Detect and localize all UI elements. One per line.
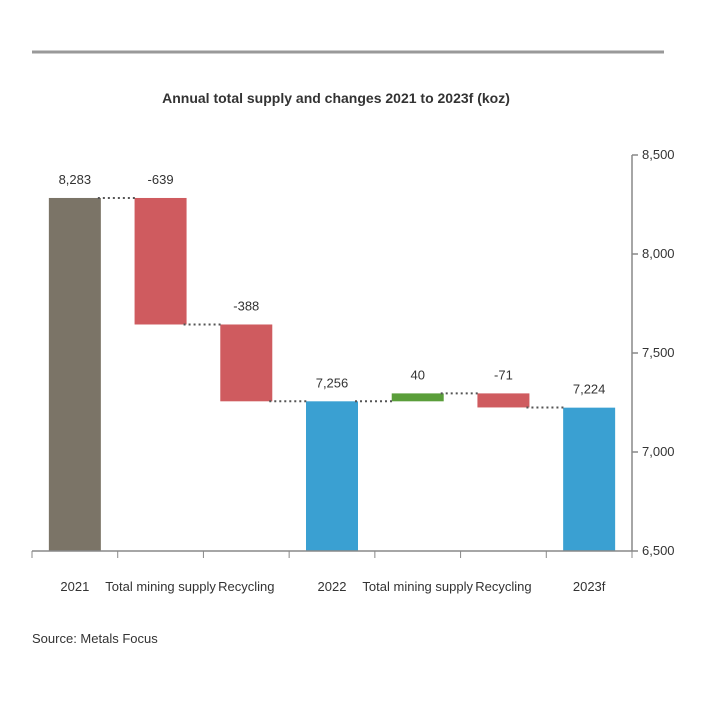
data-label-4: 7,256 [316, 375, 349, 390]
bar-5 [391, 393, 444, 402]
bar-1 [48, 197, 101, 551]
data-label-2: -639 [148, 172, 174, 187]
x-tick-label-6: Recycling [475, 579, 531, 594]
bar-7 [563, 407, 616, 551]
x-tick-label-2: Total mining supply [105, 579, 216, 594]
plot-area: 8,283 -639 -388 7,256 40 -71 7,224 2021 Total mi… [31, 147, 675, 594]
y-tick-label-5: 8,500 [642, 147, 675, 162]
data-label-3: -388 [233, 298, 259, 313]
x-tick-label-7: 2023f [573, 579, 606, 594]
y-tick-label-3: 7,500 [642, 345, 675, 360]
chart-title: Annual total supply and changes 2021 to … [162, 90, 510, 106]
x-tick-label-3: Recycling [218, 579, 274, 594]
source-note: Source: Metals Focus [32, 631, 158, 646]
data-label-7: 7,224 [573, 382, 606, 397]
data-label-1: 8,283 [59, 172, 92, 187]
bar-6 [477, 393, 530, 408]
y-tick-label-1: 6,500 [642, 543, 675, 558]
x-tick-label-4: 2022 [318, 579, 347, 594]
bar-2 [134, 197, 187, 325]
y-tick-label-4: 8,000 [642, 246, 675, 261]
x-tick-label-1: 2021 [60, 579, 89, 594]
y-tick-label-2: 7,000 [642, 444, 675, 459]
bar-3 [220, 324, 273, 402]
bar-4 [306, 401, 358, 551]
data-label-6: -71 [494, 367, 513, 382]
x-tick-label-5: Total mining supply [362, 579, 473, 594]
data-label-5: 40 [410, 367, 424, 382]
